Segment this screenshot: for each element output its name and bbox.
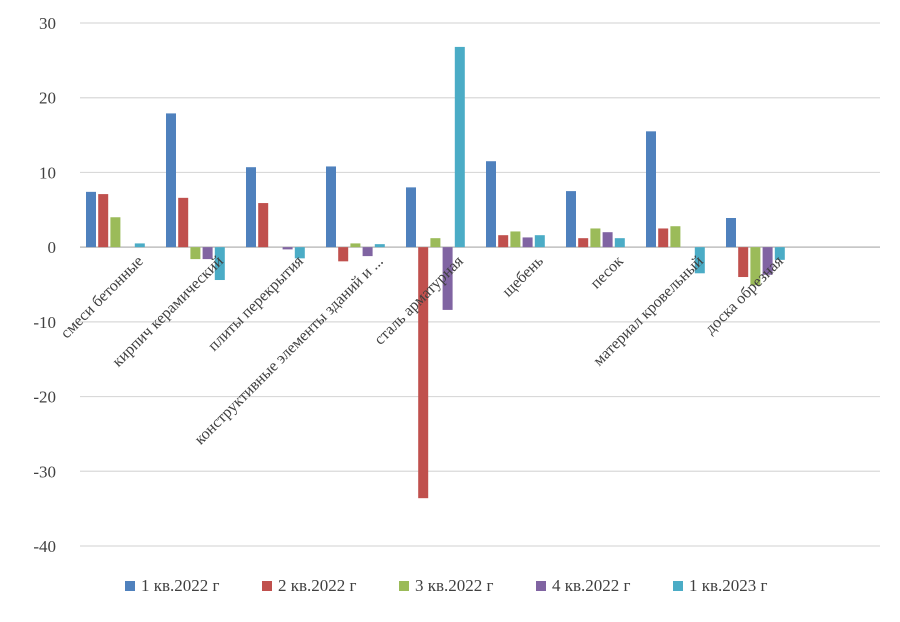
legend-label: 3 кв.2022 г xyxy=(415,576,494,595)
bar xyxy=(510,231,520,247)
legend-item: 1 кв.2023 г xyxy=(673,576,768,595)
bar xyxy=(350,243,360,247)
bar xyxy=(658,228,668,247)
legend-label: 1 кв.2022 г xyxy=(141,576,220,595)
category-label: смеси бетонные xyxy=(58,253,147,342)
bar xyxy=(86,192,96,247)
bar xyxy=(590,228,600,247)
legend: 1 кв.2022 г 2 кв.2022 г 3 кв.2022 г 4 кв.20… xyxy=(125,576,768,595)
bar xyxy=(535,235,545,247)
bar xyxy=(603,232,613,247)
bar xyxy=(430,238,440,247)
bar xyxy=(283,247,293,249)
category-label: щебень xyxy=(499,253,547,301)
legend-swatch xyxy=(399,581,409,591)
y-tick-label: -30 xyxy=(33,462,56,481)
legend-item: 1 кв.2022 г xyxy=(125,576,220,595)
bar xyxy=(455,47,465,247)
category-label: песок xyxy=(587,253,627,293)
bar xyxy=(338,247,348,261)
legend-item: 2 кв.2022 г xyxy=(262,576,357,595)
bar xyxy=(190,247,200,259)
legend-item: 4 кв.2022 г xyxy=(536,576,631,595)
bar xyxy=(498,235,508,247)
y-tick-label: 30 xyxy=(39,14,56,33)
legend-item: 3 кв.2022 г xyxy=(399,576,494,595)
bar xyxy=(726,218,736,247)
bar xyxy=(178,198,188,247)
legend-label: 1 кв.2023 г xyxy=(689,576,768,595)
y-tick-label: 20 xyxy=(39,89,56,108)
bar xyxy=(670,226,680,247)
legend-swatch xyxy=(673,581,683,591)
bar xyxy=(615,238,625,247)
bar xyxy=(135,243,145,247)
bar xyxy=(375,244,385,247)
legend-swatch xyxy=(536,581,546,591)
bar xyxy=(98,194,108,247)
y-tick-label: 0 xyxy=(48,238,57,257)
bar xyxy=(246,167,256,247)
bar xyxy=(166,113,176,247)
y-tick-label: 10 xyxy=(39,163,56,182)
legend-swatch xyxy=(262,581,272,591)
legend-swatch xyxy=(125,581,135,591)
bar xyxy=(258,203,268,247)
bar xyxy=(646,131,656,247)
bar xyxy=(566,191,576,247)
bar xyxy=(486,161,496,247)
bar xyxy=(406,187,416,247)
y-tick-label: -40 xyxy=(33,537,56,556)
bar xyxy=(738,247,748,277)
y-tick-label: -10 xyxy=(33,313,56,332)
bar xyxy=(363,247,373,256)
y-tick-label: -20 xyxy=(33,388,56,407)
legend-label: 4 кв.2022 г xyxy=(552,576,631,595)
bar xyxy=(578,238,588,247)
bar xyxy=(523,237,533,247)
y-axis-tick-labels: 30 20 10 0 -10 -20 -30 -40 xyxy=(33,14,56,556)
bar xyxy=(326,166,336,247)
bar xyxy=(110,217,120,247)
legend-label: 2 кв.2022 г xyxy=(278,576,357,595)
